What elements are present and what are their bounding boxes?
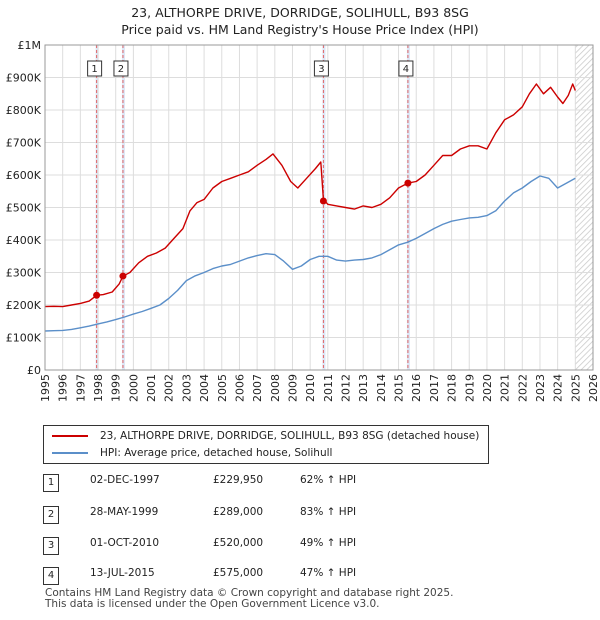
transaction-number: 1 bbox=[43, 474, 59, 492]
legend-item-property: 23, ALTHORPE DRIVE, DORRIDGE, SOLIHULL, … bbox=[44, 428, 479, 444]
footer-attribution: Contains HM Land Registry data © Crown c… bbox=[45, 588, 453, 610]
transaction-label: 2 bbox=[118, 64, 124, 75]
transaction-point bbox=[319, 197, 327, 205]
y-tick-label: £700K bbox=[6, 137, 42, 150]
transaction-label-box bbox=[113, 60, 129, 77]
price-chart: 1 2 3 4 £0 £100K £200K £300K £400K £500K £600K £700… bbox=[6, 39, 600, 402]
x-tick-label: 2004 bbox=[198, 374, 211, 402]
transaction-point bbox=[119, 272, 127, 280]
x-tick-label: 2019 bbox=[463, 374, 476, 402]
transaction-label-box bbox=[313, 60, 329, 77]
chart-legend: 23, ALTHORPE DRIVE, DORRIDGE, SOLIHULL, … bbox=[43, 425, 489, 464]
series-line-property bbox=[44, 83, 576, 308]
y-tick-label: £300K bbox=[6, 267, 42, 280]
x-tick-label: 1997 bbox=[74, 374, 87, 402]
x-tick-label: 2016 bbox=[410, 374, 423, 402]
x-tick-label: 2001 bbox=[145, 374, 158, 402]
transaction-date: 02-DEC-1997 bbox=[90, 474, 160, 486]
x-tick-label: 2012 bbox=[340, 374, 353, 402]
footer-licence: This data is licensed under the Open Gov… bbox=[45, 598, 380, 610]
x-tick-label: 2026 bbox=[587, 374, 600, 402]
x-tick-label: 1999 bbox=[110, 374, 123, 402]
transaction-price: £229,950 bbox=[213, 474, 264, 486]
plot-frame bbox=[44, 44, 594, 371]
y-tick-label: £500K bbox=[6, 202, 42, 215]
y-tick-label: £0 bbox=[27, 364, 41, 377]
x-tick-label: 2013 bbox=[357, 374, 370, 402]
legend-label-property: 23, ALTHORPE DRIVE, DORRIDGE, SOLIHULL, … bbox=[100, 430, 480, 442]
x-tick-label: 1996 bbox=[57, 374, 70, 402]
transaction-number: 2 bbox=[43, 506, 59, 524]
chart-subtitle: Price paid vs. HM Land Registry's House … bbox=[121, 22, 479, 37]
x-tick-label: 1995 bbox=[39, 374, 52, 402]
transaction-hpi: 47% ↑ HPI bbox=[300, 567, 357, 579]
y-tick-label: £100K bbox=[6, 332, 42, 345]
x-tick-label: 2017 bbox=[428, 374, 441, 402]
x-tick-label: 1998 bbox=[92, 374, 105, 402]
transaction-point bbox=[93, 291, 101, 299]
transaction-hpi: 49% ↑ HPI bbox=[300, 537, 357, 549]
x-tick-label: 2014 bbox=[375, 374, 388, 402]
footer-copyright: Contains HM Land Registry data © Crown c… bbox=[45, 587, 454, 599]
x-tick-label: 2021 bbox=[499, 374, 512, 402]
legend-label-hpi: HPI: Average price, detached house, Soli… bbox=[100, 447, 333, 459]
transaction-label-box bbox=[87, 60, 103, 77]
transaction-date: 28-MAY-1999 bbox=[90, 506, 159, 518]
legend-item-hpi: HPI: Average price, detached house, Soli… bbox=[44, 445, 332, 461]
transaction-number: 4 bbox=[43, 567, 59, 585]
chart-title: 23, ALTHORPE DRIVE, DORRIDGE, SOLIHULL, … bbox=[131, 5, 469, 20]
transaction-point bbox=[404, 179, 412, 187]
x-tick-label: 2015 bbox=[393, 374, 406, 402]
x-tick-label: 2024 bbox=[552, 374, 565, 402]
x-tick-label: 2003 bbox=[180, 374, 193, 402]
y-tick-label: £400K bbox=[6, 234, 42, 247]
transaction-label: 1 bbox=[91, 64, 97, 75]
transaction-date: 13-JUL-2015 bbox=[90, 567, 155, 579]
x-tick-label: 2006 bbox=[233, 374, 246, 402]
x-tick-label: 2018 bbox=[446, 374, 459, 402]
y-tick-label: £900K bbox=[6, 72, 42, 85]
x-tick-label: 2009 bbox=[286, 374, 299, 402]
x-tick-label: 2023 bbox=[534, 374, 547, 402]
y-tick-label: £200K bbox=[6, 299, 42, 312]
transaction-date: 01-OCT-2010 bbox=[90, 537, 159, 549]
x-tick-label: 2000 bbox=[127, 374, 140, 402]
transaction-price: £520,000 bbox=[213, 537, 264, 549]
x-tick-label: 2022 bbox=[516, 374, 529, 402]
x-tick-label: 2007 bbox=[251, 374, 264, 402]
x-tick-label: 2002 bbox=[163, 374, 176, 402]
x-tick-label: 2008 bbox=[269, 374, 282, 402]
transaction-price: £575,000 bbox=[213, 567, 264, 579]
x-tick-label: 2020 bbox=[481, 374, 494, 402]
y-tick-label: £800K bbox=[6, 104, 42, 117]
y-tick-label: £600K bbox=[6, 169, 42, 182]
transaction-hpi: 62% ↑ HPI bbox=[300, 474, 357, 486]
transaction-label-box bbox=[398, 60, 414, 77]
transaction-number: 3 bbox=[43, 537, 59, 555]
transaction-label: 4 bbox=[403, 64, 409, 75]
x-tick-label: 2025 bbox=[569, 374, 582, 402]
x-tick-label: 2010 bbox=[304, 374, 317, 402]
y-tick-label: £1M bbox=[18, 39, 42, 52]
x-tick-label: 2011 bbox=[322, 374, 335, 402]
legend-swatch-hpi bbox=[52, 452, 88, 454]
series-line-hpi bbox=[44, 175, 576, 332]
transaction-price: £289,000 bbox=[213, 506, 264, 518]
x-tick-label: 2005 bbox=[216, 374, 229, 402]
transaction-hpi: 83% ↑ HPI bbox=[300, 506, 357, 518]
legend-swatch-property bbox=[52, 435, 88, 437]
transaction-label: 3 bbox=[318, 64, 324, 75]
